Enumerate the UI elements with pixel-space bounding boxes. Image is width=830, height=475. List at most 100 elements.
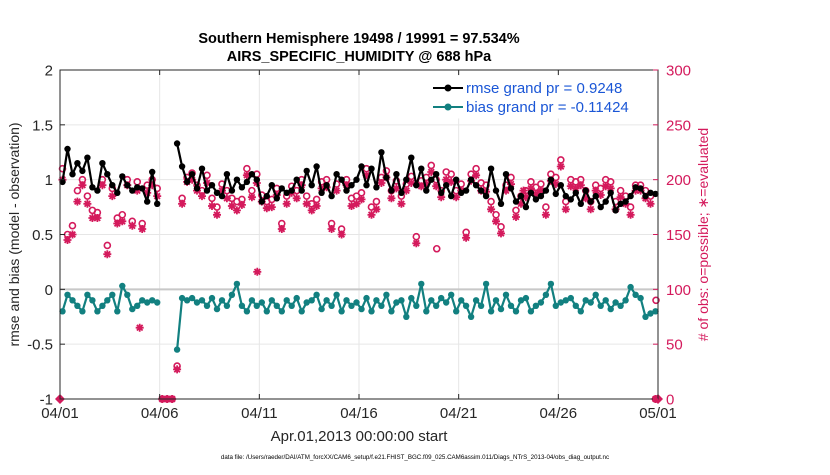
- evaluated-count-marker: [646, 199, 655, 208]
- bias-point: [567, 294, 574, 302]
- bias-point: [637, 294, 644, 302]
- rmse-point: [637, 185, 644, 192]
- rmse-point: [238, 184, 246, 191]
- rmse-point: [348, 182, 355, 189]
- rmse-point: [253, 176, 260, 183]
- bias-point: [612, 299, 619, 306]
- bias-point: [577, 308, 584, 315]
- evaluated-count-marker: [462, 233, 471, 242]
- rmse-point: [632, 184, 639, 191]
- bias-point: [109, 291, 116, 298]
- evaluated-count-marker: [103, 250, 112, 259]
- evaluated-count-marker: [517, 199, 525, 208]
- evaluated-count-marker: [347, 202, 356, 210]
- footnote-data-file: data file: /Users/raeder/DAI/ATM_forcXX/…: [221, 454, 609, 461]
- evaluated-count-marker: [148, 181, 157, 190]
- bias-point: [632, 291, 639, 298]
- evaluated-count-marker: [367, 210, 376, 219]
- rmse-point: [363, 182, 370, 189]
- bias-point: [208, 294, 216, 302]
- bias-point: [462, 302, 470, 309]
- evaluated-count-marker: [133, 186, 142, 195]
- bias-point: [288, 302, 295, 309]
- rmse-point: [403, 176, 410, 183]
- rmse-point: [323, 182, 330, 189]
- x-tick-label: 04/01: [41, 405, 79, 422]
- bias-point: [253, 302, 260, 309]
- evaluated-count-marker: [173, 365, 182, 374]
- possible-count-marker: [487, 197, 495, 206]
- bias-point: [348, 302, 355, 309]
- rmse-point: [557, 182, 564, 189]
- evaluated-count-marker: [571, 184, 580, 193]
- evaluated-count-marker: [397, 199, 406, 208]
- evaluated-count-marker: [267, 203, 276, 212]
- bias-point: [213, 305, 221, 313]
- rmse-point: [497, 200, 505, 207]
- evaluated-count-marker: [337, 230, 346, 239]
- bias-point: [467, 313, 475, 320]
- rmse-point: [198, 165, 206, 172]
- rmse-point: [208, 182, 216, 189]
- bias-point: [233, 280, 241, 288]
- possible-count-marker: [83, 192, 92, 200]
- evaluated-count-marker: [437, 193, 446, 202]
- possible-count-marker: [302, 192, 311, 200]
- rmse-point: [318, 189, 325, 196]
- y-tick-label-right: 0: [666, 392, 674, 409]
- rmse-point: [423, 187, 430, 194]
- rmse-point: [552, 190, 559, 198]
- rmse-point: [582, 187, 589, 194]
- bias-point: [64, 291, 71, 298]
- evaluated-count-marker: [492, 217, 500, 226]
- x-tick-label: 04/06: [141, 405, 179, 422]
- bias-point: [114, 308, 121, 315]
- rmse-point: [273, 195, 280, 202]
- bias-point: [283, 297, 290, 304]
- bias-point: [298, 308, 305, 315]
- evaluated-count-marker: [68, 230, 77, 239]
- bias-point: [542, 291, 550, 298]
- rmse-point: [129, 187, 136, 194]
- rmse-point: [458, 189, 465, 196]
- rmse-point: [258, 198, 265, 205]
- evaluated-count-marker: [417, 182, 426, 191]
- bias-point: [502, 291, 510, 298]
- bias-point: [278, 308, 285, 315]
- bias-point: [443, 299, 450, 306]
- bias-point: [323, 297, 330, 304]
- bias-point: [178, 294, 186, 302]
- rmse-point: [268, 182, 275, 189]
- legend-rmse-marker: [444, 84, 452, 92]
- evaluated-count-marker: [262, 204, 271, 213]
- rmse-point: [59, 178, 66, 186]
- bias-point: [512, 308, 520, 315]
- evaluated-count-marker: [327, 225, 336, 233]
- bias-point: [124, 291, 131, 298]
- evaluated-count-marker: [526, 184, 535, 193]
- evaluated-count-marker: [556, 162, 565, 171]
- legend-rmse-label: rmse grand pr = 0.9248: [466, 80, 622, 97]
- y-tick-label-right: 150: [666, 227, 691, 244]
- bias-point: [343, 297, 350, 304]
- bias-point: [607, 305, 614, 313]
- evaluated-count-marker: [566, 182, 575, 191]
- evaluated-count-marker: [452, 193, 461, 202]
- evaluated-count-marker: [178, 199, 187, 208]
- bias-point: [433, 302, 440, 309]
- evaluated-count-marker: [118, 217, 127, 226]
- bias-point: [547, 280, 555, 288]
- possible-count-marker: [542, 203, 550, 211]
- evaluated-count-marker: [128, 221, 137, 230]
- y-tick-label-right: 250: [666, 117, 691, 134]
- bias-point: [193, 299, 201, 306]
- rmse-point: [428, 176, 435, 183]
- evaluated-count-marker: [561, 205, 570, 214]
- bias-point: [238, 302, 246, 309]
- rmse-point: [433, 171, 440, 178]
- bias-point: [652, 308, 659, 315]
- evaluated-count-marker: [253, 267, 262, 276]
- evaluated-count-marker: [412, 239, 421, 248]
- evaluated-count-marker: [98, 181, 107, 190]
- rmse-point: [99, 160, 106, 167]
